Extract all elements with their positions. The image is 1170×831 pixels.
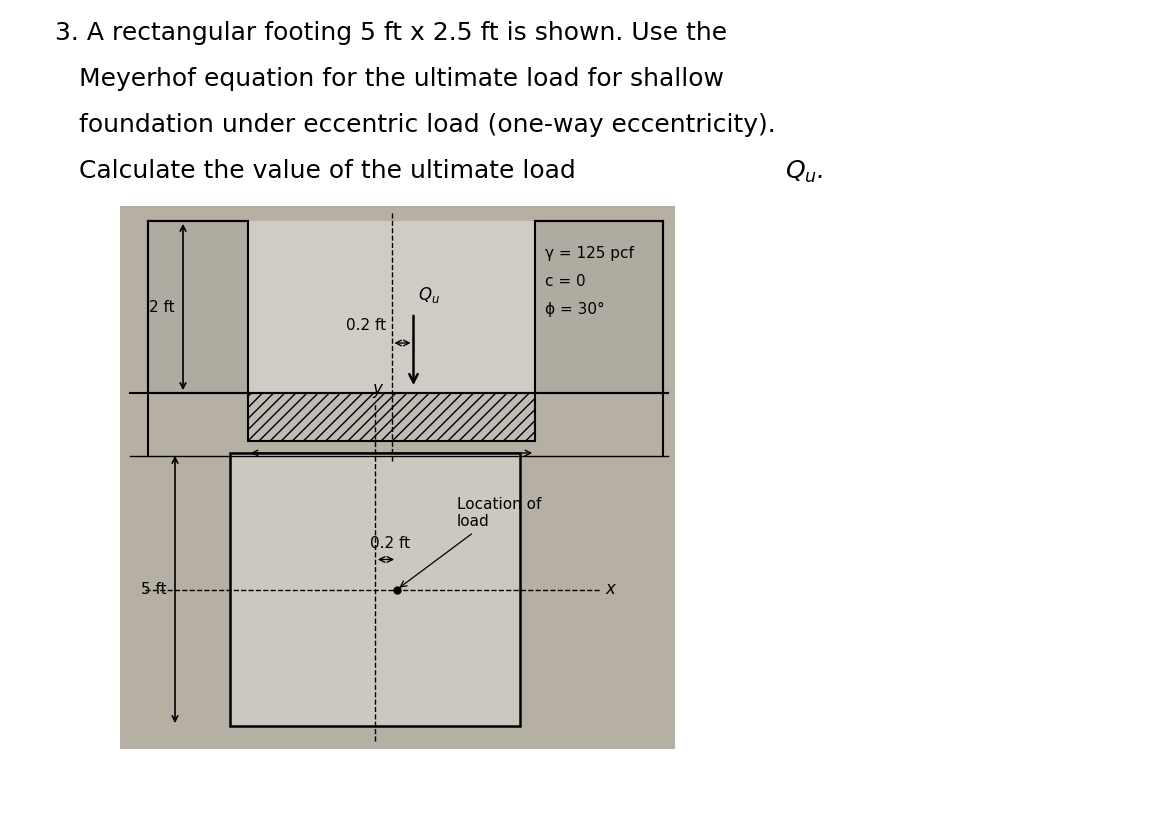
Text: 2 ft: 2 ft xyxy=(150,299,175,314)
Text: γ = 125 pcf: γ = 125 pcf xyxy=(545,246,634,261)
Bar xyxy=(230,453,519,726)
Bar xyxy=(535,221,663,393)
Text: 5 ft: 5 ft xyxy=(142,582,167,597)
Bar xyxy=(248,221,535,393)
Text: 3. A rectangular footing 5 ft x 2.5 ft is shown. Use the: 3. A rectangular footing 5 ft x 2.5 ft i… xyxy=(55,21,727,45)
Text: c = 0: c = 0 xyxy=(545,274,586,289)
Text: $Q_u$.: $Q_u$. xyxy=(785,159,823,185)
Bar xyxy=(248,393,535,441)
Bar xyxy=(147,221,248,393)
Bar xyxy=(121,206,675,749)
Text: $Q_u$: $Q_u$ xyxy=(419,285,440,305)
Text: foundation under eccentric load (one-way eccentricity).: foundation under eccentric load (one-way… xyxy=(55,113,776,137)
Text: y: y xyxy=(372,380,381,398)
Text: 0.2 ft: 0.2 ft xyxy=(370,537,411,552)
Text: Location of
load: Location of load xyxy=(400,497,542,587)
Text: ϕ = 30°: ϕ = 30° xyxy=(545,302,605,317)
Text: 2.5 ft: 2.5 ft xyxy=(371,458,412,473)
Text: x: x xyxy=(605,581,615,598)
Text: Meyerhof equation for the ultimate load for shallow: Meyerhof equation for the ultimate load … xyxy=(55,67,724,91)
Text: 0.2 ft: 0.2 ft xyxy=(346,318,386,333)
Text: Calculate the value of the ultimate load: Calculate the value of the ultimate load xyxy=(55,159,584,183)
